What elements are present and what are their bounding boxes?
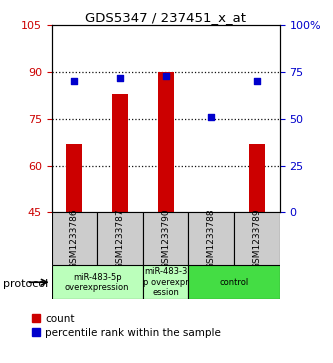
Point xyxy=(118,75,123,81)
Text: miR-483-3
p overexpr
ession: miR-483-3 p overexpr ession xyxy=(143,267,188,297)
Bar xyxy=(143,265,188,299)
Title: GDS5347 / 237451_x_at: GDS5347 / 237451_x_at xyxy=(85,11,246,24)
Text: GSM1233788: GSM1233788 xyxy=(207,208,216,269)
Text: protocol: protocol xyxy=(3,279,49,289)
Bar xyxy=(188,212,234,265)
Bar xyxy=(143,212,188,265)
Text: GSM1233789: GSM1233789 xyxy=(252,208,261,269)
Point xyxy=(208,114,214,120)
Bar xyxy=(249,144,265,212)
Text: GSM1233786: GSM1233786 xyxy=(70,208,79,269)
Bar xyxy=(234,212,280,265)
Text: GSM1233787: GSM1233787 xyxy=(116,208,125,269)
Bar xyxy=(112,94,128,212)
Bar xyxy=(52,265,143,299)
Bar xyxy=(97,212,143,265)
Point xyxy=(254,79,260,85)
Point xyxy=(72,79,77,85)
Text: control: control xyxy=(219,278,249,287)
Bar xyxy=(188,265,280,299)
Bar xyxy=(158,72,173,212)
Text: GSM1233790: GSM1233790 xyxy=(161,208,170,269)
Bar xyxy=(67,144,82,212)
Text: miR-483-5p
overexpression: miR-483-5p overexpression xyxy=(65,273,130,292)
Point xyxy=(163,73,168,79)
Legend: count, percentile rank within the sample: count, percentile rank within the sample xyxy=(32,314,221,338)
Bar xyxy=(52,212,97,265)
